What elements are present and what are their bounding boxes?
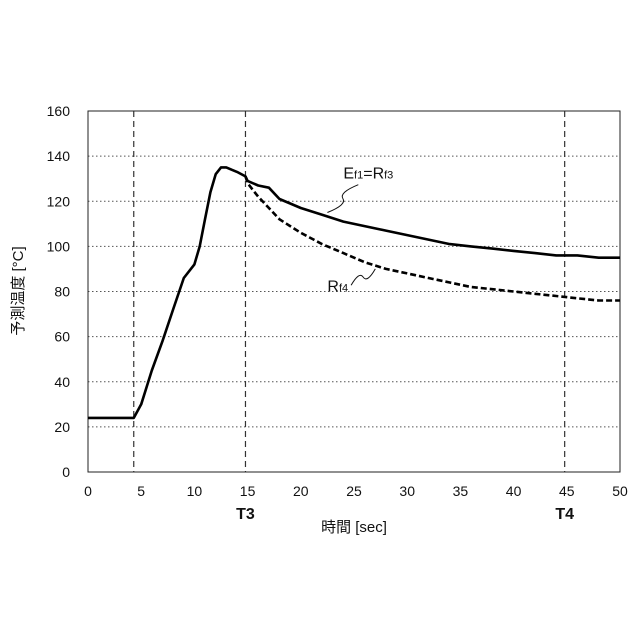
x-tick-label: 45 (559, 483, 575, 499)
y-tick-label: 160 (47, 103, 71, 119)
marker-label: T4 (555, 506, 574, 523)
x-tick-label: 0 (84, 483, 92, 499)
y-tick-label: 0 (62, 464, 70, 480)
x-axis-title: 時間 [sec] (321, 519, 387, 536)
x-tick-label: 10 (187, 483, 203, 499)
y-tick-label: 80 (54, 284, 70, 300)
annotation-leader (327, 185, 358, 213)
y-tick-label: 140 (47, 148, 71, 164)
series-line (246, 176, 621, 300)
marker-label: T3 (236, 506, 255, 523)
grid-lines (88, 111, 620, 427)
y-tick-label: 100 (47, 238, 71, 254)
x-tick-label: 5 (137, 483, 145, 499)
y-tick-label: 20 (54, 419, 70, 435)
x-tick-label: 50 (612, 483, 628, 499)
x-tick-label: 40 (506, 483, 522, 499)
annotation-leader (351, 269, 375, 285)
x-tick-label: 15 (240, 483, 256, 499)
x-tick-label: 25 (346, 483, 362, 499)
y-tick-label: 120 (47, 193, 71, 209)
x-tick-label: 30 (399, 483, 415, 499)
y-tick-label: 40 (54, 374, 70, 390)
x-tick-label: 20 (293, 483, 309, 499)
x-tick-label: 35 (453, 483, 469, 499)
series-line (88, 167, 620, 418)
y-tick-label: 60 (54, 329, 70, 345)
y-axis-title: 予測温度 [°C] (10, 246, 27, 335)
series-annotation: Rf4 (327, 279, 348, 296)
series-annotation: Ef1=Rf3 (343, 166, 393, 183)
series-lines (88, 167, 620, 418)
